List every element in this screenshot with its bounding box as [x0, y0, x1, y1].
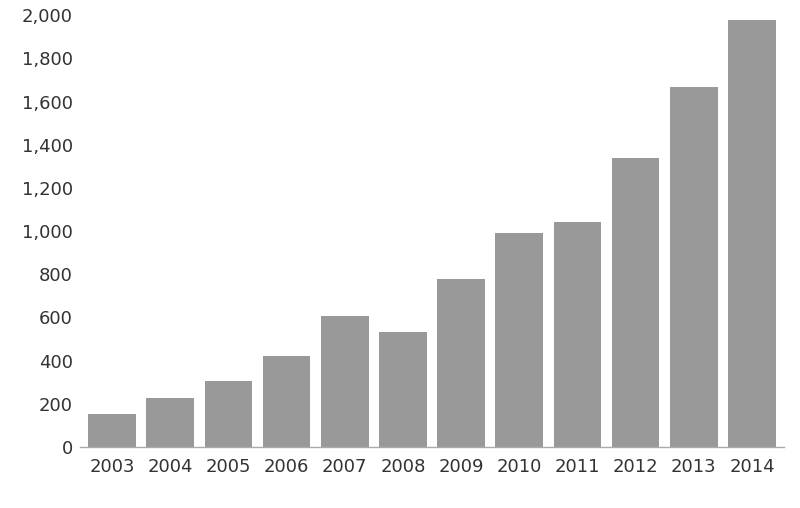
- Bar: [146, 398, 194, 447]
- Bar: [88, 414, 136, 447]
- Bar: [379, 332, 426, 447]
- Bar: [438, 279, 485, 447]
- Bar: [554, 221, 602, 447]
- Bar: [728, 20, 776, 447]
- Bar: [612, 158, 659, 447]
- Bar: [495, 233, 543, 447]
- Bar: [670, 87, 718, 447]
- Bar: [262, 356, 310, 447]
- Bar: [205, 382, 252, 447]
- Bar: [321, 316, 369, 447]
